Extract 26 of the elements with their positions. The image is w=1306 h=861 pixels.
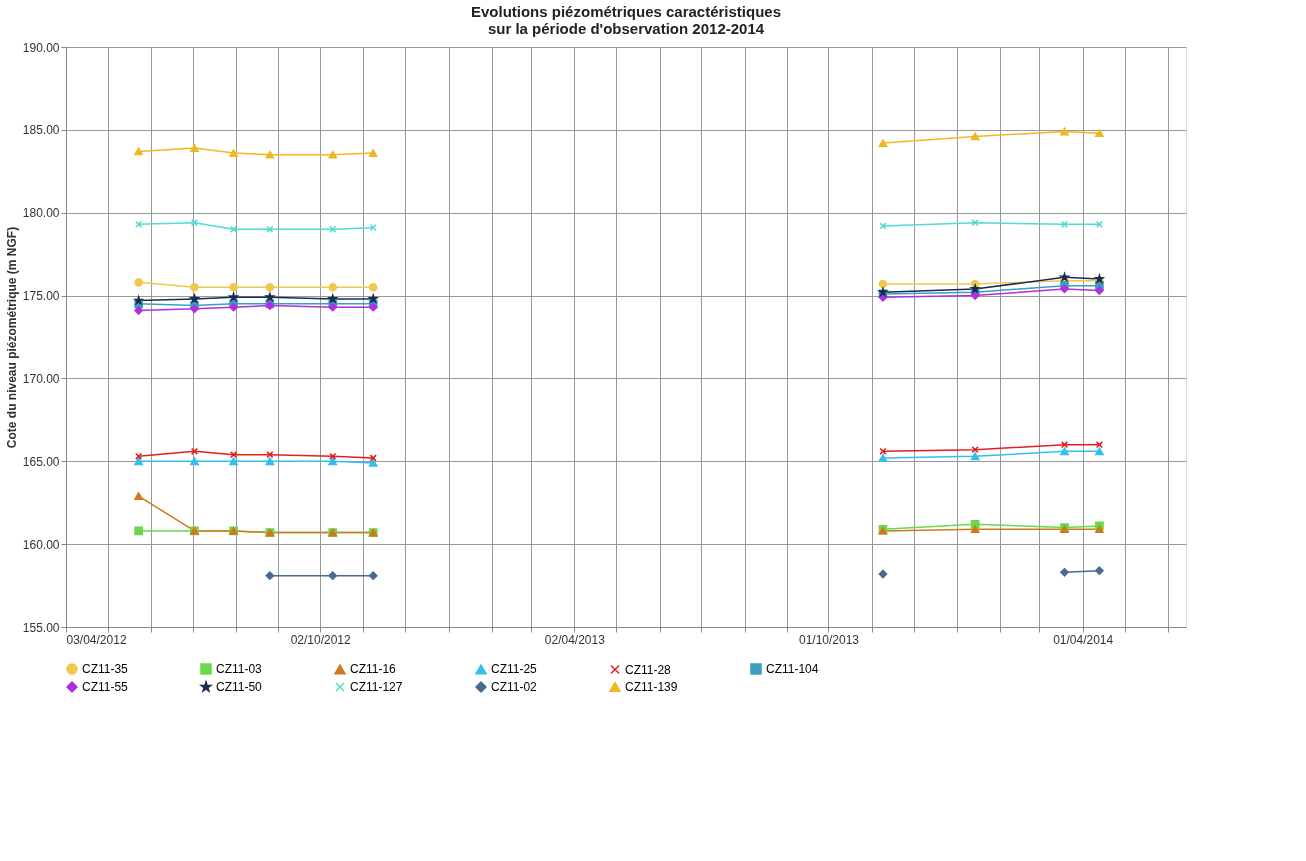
y-axis-title: Cote du niveau piézométrique (m NGF) [4, 226, 19, 449]
legend-label: CZ11-127 [350, 680, 403, 694]
x-tick-label: 01/10/2013 [798, 632, 860, 647]
legend-label: CZ11-50 [216, 680, 263, 694]
y-tick-label: 160.00 [22, 537, 60, 552]
x-tick-label: 02/04/2013 [544, 632, 606, 647]
legend-label: CZ11-139 [625, 680, 678, 694]
y-tick-label: 185.00 [22, 123, 60, 138]
y-tick-label: 165.00 [22, 454, 60, 469]
legend-label: CZ11-104 [766, 662, 819, 676]
legend-label: CZ11-03 [216, 662, 263, 676]
x-tick-label: 03/04/2012 [66, 632, 127, 647]
x-tick-label: 02/10/2012 [290, 632, 352, 647]
legend-label: CZ11-02 [491, 680, 538, 694]
chart-title: Evolutions piézométriques caractéristiques sur la période d'observation 2012-2014 [470, 3, 782, 37]
legend-label: CZ11-16 [350, 662, 397, 677]
y-tick-label: 175.00 [22, 289, 60, 304]
x-tick-label: 01/04/2014 [1053, 632, 1114, 647]
y-tick-label: 180.00 [22, 206, 60, 221]
y-tick-label: 170.00 [22, 371, 60, 386]
legend-label: CZ11-25 [491, 662, 538, 677]
y-tick-label: 190.00 [22, 40, 60, 55]
legend-label: CZ11-55 [82, 680, 129, 694]
legend-label: CZ11-28 [625, 662, 672, 677]
y-tick-label: 155.00 [22, 620, 60, 635]
legend-label: CZ11-35 [82, 662, 129, 676]
